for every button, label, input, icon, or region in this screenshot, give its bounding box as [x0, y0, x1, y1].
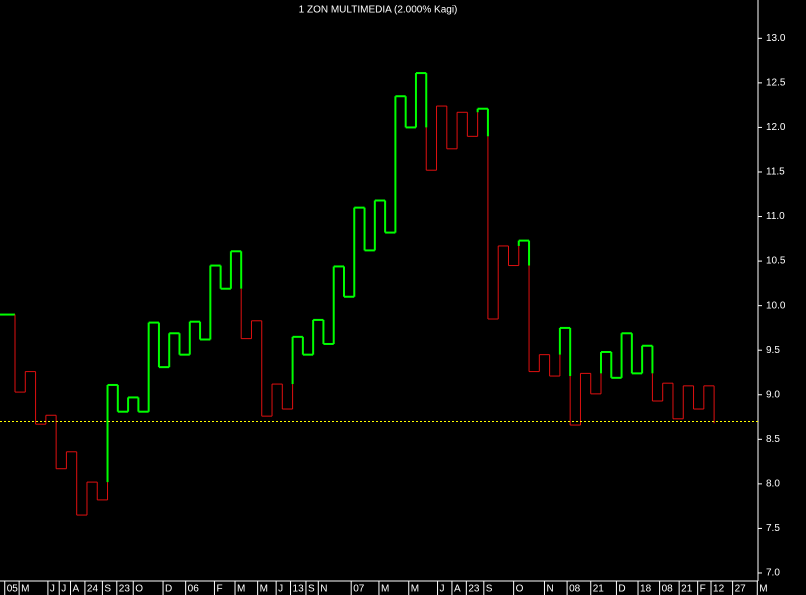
- x-tick-label: S: [104, 584, 111, 595]
- x-tick-label: J: [61, 584, 66, 595]
- y-tick-label: 9.0: [766, 389, 780, 400]
- y-tick-label: 13.0: [766, 33, 786, 44]
- x-tick-label: A: [454, 584, 461, 595]
- y-tick-label: 11.5: [766, 167, 785, 178]
- x-tick-label: J: [50, 584, 55, 595]
- y-tick-label: 7.0: [766, 568, 780, 579]
- x-tick-label: 21: [593, 584, 605, 595]
- chart-title: 1 ZON MULTIMEDIA (2.000% Kagi): [299, 5, 458, 16]
- x-tick-label: M: [759, 584, 767, 595]
- y-tick-label: 12.0: [766, 122, 786, 133]
- x-tick-label: 12: [713, 584, 725, 595]
- x-tick-label: N: [546, 584, 553, 595]
- x-tick-label: 05: [7, 584, 19, 595]
- x-tick-label: O: [135, 584, 143, 595]
- x-tick-label: 08: [569, 584, 581, 595]
- x-tick-label: D: [165, 584, 172, 595]
- x-tick-label: 08: [662, 584, 674, 595]
- y-tick-label: 8.5: [766, 434, 780, 445]
- y-tick-label: 10.0: [766, 300, 786, 311]
- y-tick-label: 12.5: [766, 78, 786, 89]
- y-tick-label: 11.0: [766, 211, 785, 222]
- x-tick-label: 06: [188, 584, 200, 595]
- x-tick-label: 24: [87, 584, 99, 595]
- x-tick-label: D: [618, 584, 625, 595]
- x-tick-label: 27: [735, 584, 747, 595]
- x-tick-label: S: [308, 584, 315, 595]
- x-tick-label: 13: [293, 584, 305, 595]
- x-tick-label: 18: [640, 584, 652, 595]
- y-tick-label: 8.0: [766, 479, 780, 490]
- x-tick-label: 23: [119, 584, 131, 595]
- x-tick-label: M: [381, 584, 389, 595]
- x-tick-label: J: [278, 584, 283, 595]
- y-tick-label: 7.5: [766, 523, 780, 534]
- x-tick-label: M: [260, 584, 268, 595]
- x-tick-label: M: [21, 584, 29, 595]
- y-tick-label: 10.5: [766, 256, 786, 267]
- x-tick-label: 23: [468, 584, 480, 595]
- x-tick-label: M: [237, 584, 245, 595]
- x-tick-label: M: [411, 584, 419, 595]
- x-tick-label: 21: [681, 584, 693, 595]
- x-tick-label: N: [320, 584, 327, 595]
- x-tick-label: F: [216, 584, 222, 595]
- x-tick-label: A: [73, 584, 80, 595]
- x-tick-label: F: [700, 584, 706, 595]
- x-tick-label: O: [516, 584, 524, 595]
- y-tick-label: 9.5: [766, 345, 780, 356]
- x-tick-label: J: [440, 584, 445, 595]
- x-tick-label: S: [486, 584, 493, 595]
- x-tick-label: 07: [353, 584, 365, 595]
